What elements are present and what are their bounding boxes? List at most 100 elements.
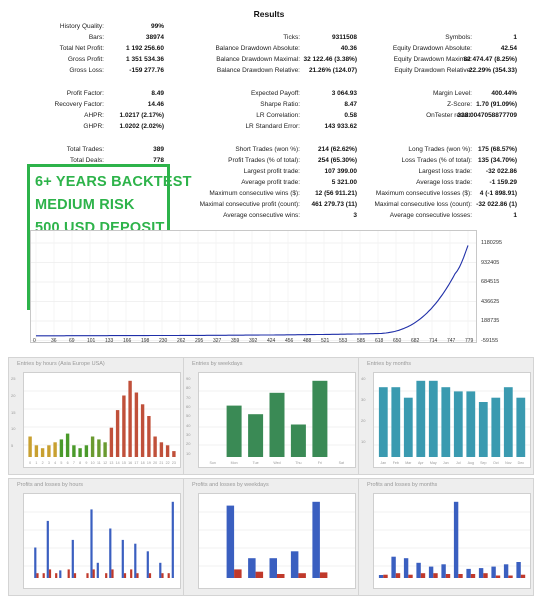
stat-label: Maximum consecutive losses ($):: [375, 190, 472, 197]
stat-label: Symbols:: [445, 34, 472, 41]
loss-bar: [470, 574, 476, 578]
bar: [478, 402, 488, 457]
category-tick: Jun: [443, 461, 449, 465]
stat-value: 1: [513, 212, 517, 219]
panel-y-tick: 20: [186, 441, 191, 447]
stat-value: 778: [153, 157, 164, 164]
category-tick: 15: [122, 461, 126, 465]
stat-value: 214 (62.62%): [317, 146, 357, 153]
loss-bar: [495, 575, 501, 578]
profit-bar: [416, 562, 421, 578]
stat-label: Balance Drawdown Relative:: [216, 67, 300, 74]
stat-label: Margin Level:: [432, 90, 472, 97]
stat-value: -32 022.86: [485, 168, 517, 175]
panel-plot: Sun Mon Tue Wed Thu Fri Sat: [198, 372, 356, 468]
panel-plot: [23, 493, 181, 589]
stat-label: Equity Drawdown Absolute:: [392, 45, 472, 52]
stats-row: Average profit trade: 5 321.00 Average los…: [0, 178, 538, 188]
stat-value: 1: [513, 34, 517, 41]
stat-label: Long Trades (won %):: [408, 146, 472, 153]
bar: [165, 445, 170, 457]
loss-bar: [483, 573, 488, 578]
bar: [453, 391, 463, 457]
stat-value: 143 933.62: [324, 123, 357, 130]
loss-bar: [255, 571, 264, 578]
loss-bar: [161, 573, 164, 578]
bar: [53, 442, 57, 457]
profit-bar: [159, 562, 162, 578]
profit-bar: [403, 558, 409, 578]
bar: [403, 397, 413, 457]
stat-label: Maximal consecutive profit (count):: [199, 201, 300, 208]
bar: [416, 380, 426, 457]
loss-bar: [92, 569, 95, 578]
stats-row: Average consecutive wins: 3 Average consec…: [0, 211, 538, 221]
stat-label: Average loss trade:: [416, 179, 472, 186]
promo-line: 6+ YEARS BACKTEST: [35, 174, 192, 190]
stat-value: 9311508: [332, 34, 357, 41]
panel-y-tick: 10: [186, 450, 191, 456]
stat-label: Balance Drawdown Maximal:: [216, 56, 300, 63]
stat-label: Total Deals:: [70, 157, 104, 164]
category-tick: 10: [91, 461, 95, 465]
category-tick: 13: [109, 461, 113, 465]
category-tick: Thu: [295, 461, 301, 465]
category-tick: 21: [159, 461, 163, 465]
panel-svg: Sun Mon Tue Wed Thu Fri Sat: [199, 380, 355, 465]
bar: [248, 414, 264, 457]
stats-chart-panel: Profits and losses by weekdays: [183, 478, 359, 596]
bar: [34, 445, 39, 457]
category-tick: 17: [134, 461, 138, 465]
bar: [78, 448, 82, 457]
stats-row: History Quality: 99%: [0, 22, 538, 32]
loss-bar: [167, 573, 170, 578]
profit-bar: [466, 568, 471, 578]
bar: [72, 445, 76, 457]
report-title: Results: [253, 9, 285, 19]
stat-value: 107 399.00: [324, 168, 357, 175]
stats-row: Gross Profit: 1 351 534.36 Balance Drawdow…: [0, 55, 538, 65]
profit-bar: [226, 505, 235, 578]
bar: [134, 392, 139, 457]
category-tick: Dec: [518, 461, 525, 465]
stat-label: Loss Trades (% of total):: [401, 157, 472, 164]
x-tick-label: 295: [195, 338, 204, 344]
stats-chart-panel: Entries by hours (Asia Europe USA) 0 1 2 3 4 5…: [8, 357, 184, 475]
stats-chart-panel: Entries by months Jan Feb Mar Apr May Jun Jul Au…: [358, 357, 534, 475]
panel-y-tick: 40: [186, 422, 191, 428]
stat-label: AHPR:: [84, 112, 104, 119]
panel-title: Profits and losses by weekdays: [192, 482, 269, 488]
stat-value: 38974: [145, 34, 164, 41]
loss-bar: [36, 573, 39, 578]
panel-title: Profits and losses by months: [367, 482, 438, 488]
panel-y-tick: 80: [186, 385, 191, 391]
bar: [516, 397, 526, 457]
category-tick: 22: [166, 461, 170, 465]
loss-bar: [148, 573, 152, 578]
category-tick: Jan: [380, 461, 386, 465]
bar: [40, 448, 45, 457]
category-tick: 2: [42, 461, 44, 465]
stat-value: 14.46: [147, 101, 164, 108]
stat-label: Largest loss trade:: [418, 168, 472, 175]
profit-bar: [46, 520, 49, 578]
profit-bar: [441, 564, 446, 578]
stats-row: Maximal consecutive profit (count): 461 2…: [0, 200, 538, 210]
stat-value: 3: [353, 212, 357, 219]
stat-value: 1 192 256.60: [126, 45, 164, 52]
bar: [159, 442, 164, 457]
x-tick-label: 682: [411, 338, 420, 344]
panel-y-tick: 30: [361, 397, 366, 402]
loss-bar: [86, 573, 89, 578]
stat-label: Profit Trades (% of total):: [228, 157, 300, 164]
stat-label: Gross Loss:: [69, 67, 104, 74]
x-tick-label: 0: [33, 338, 36, 344]
stat-label: Z-Score:: [447, 101, 472, 108]
panel-y-tick: 50: [186, 413, 191, 419]
stat-label: LR Standard Error:: [245, 123, 300, 130]
stats-row: Total Net Profit: 1 192 256.60 Balance Dra…: [0, 44, 538, 54]
stat-value: 8.49: [151, 90, 164, 97]
profit-bar: [171, 501, 174, 578]
bar: [115, 410, 120, 457]
loss-bar: [298, 573, 306, 578]
